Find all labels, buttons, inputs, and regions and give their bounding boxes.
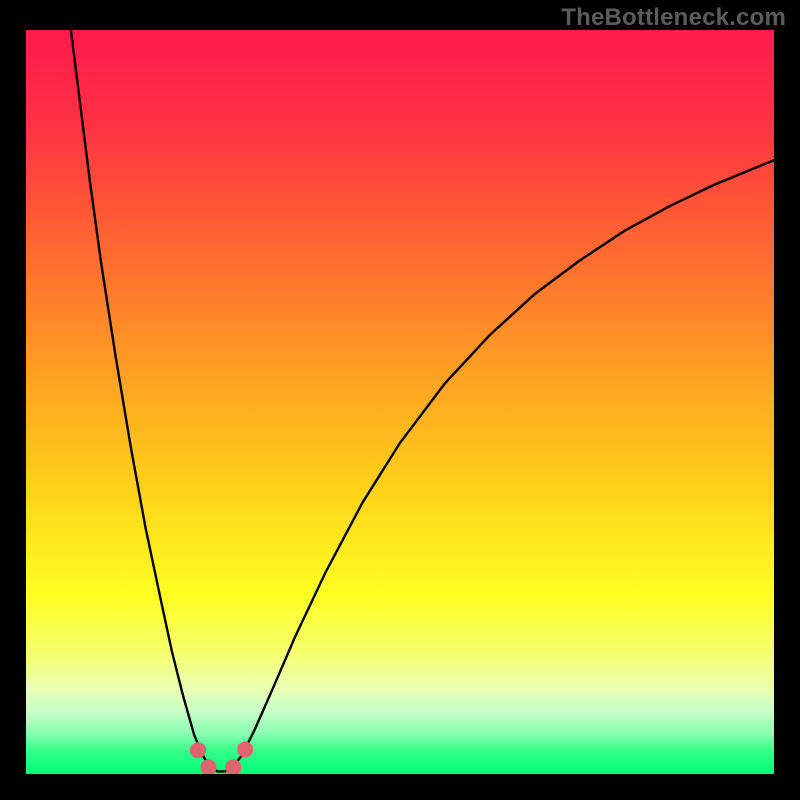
- bottleneck-curve: [71, 30, 774, 771]
- curve-marker: [226, 760, 241, 774]
- curve-marker: [191, 743, 206, 758]
- chart-frame: TheBottleneck.com: [0, 0, 800, 800]
- curve-marker: [238, 742, 253, 757]
- plot-area: [26, 30, 774, 774]
- curve-layer: [26, 30, 774, 774]
- watermark-text: TheBottleneck.com: [561, 4, 786, 32]
- curve-markers: [191, 742, 253, 774]
- curve-marker: [201, 760, 216, 774]
